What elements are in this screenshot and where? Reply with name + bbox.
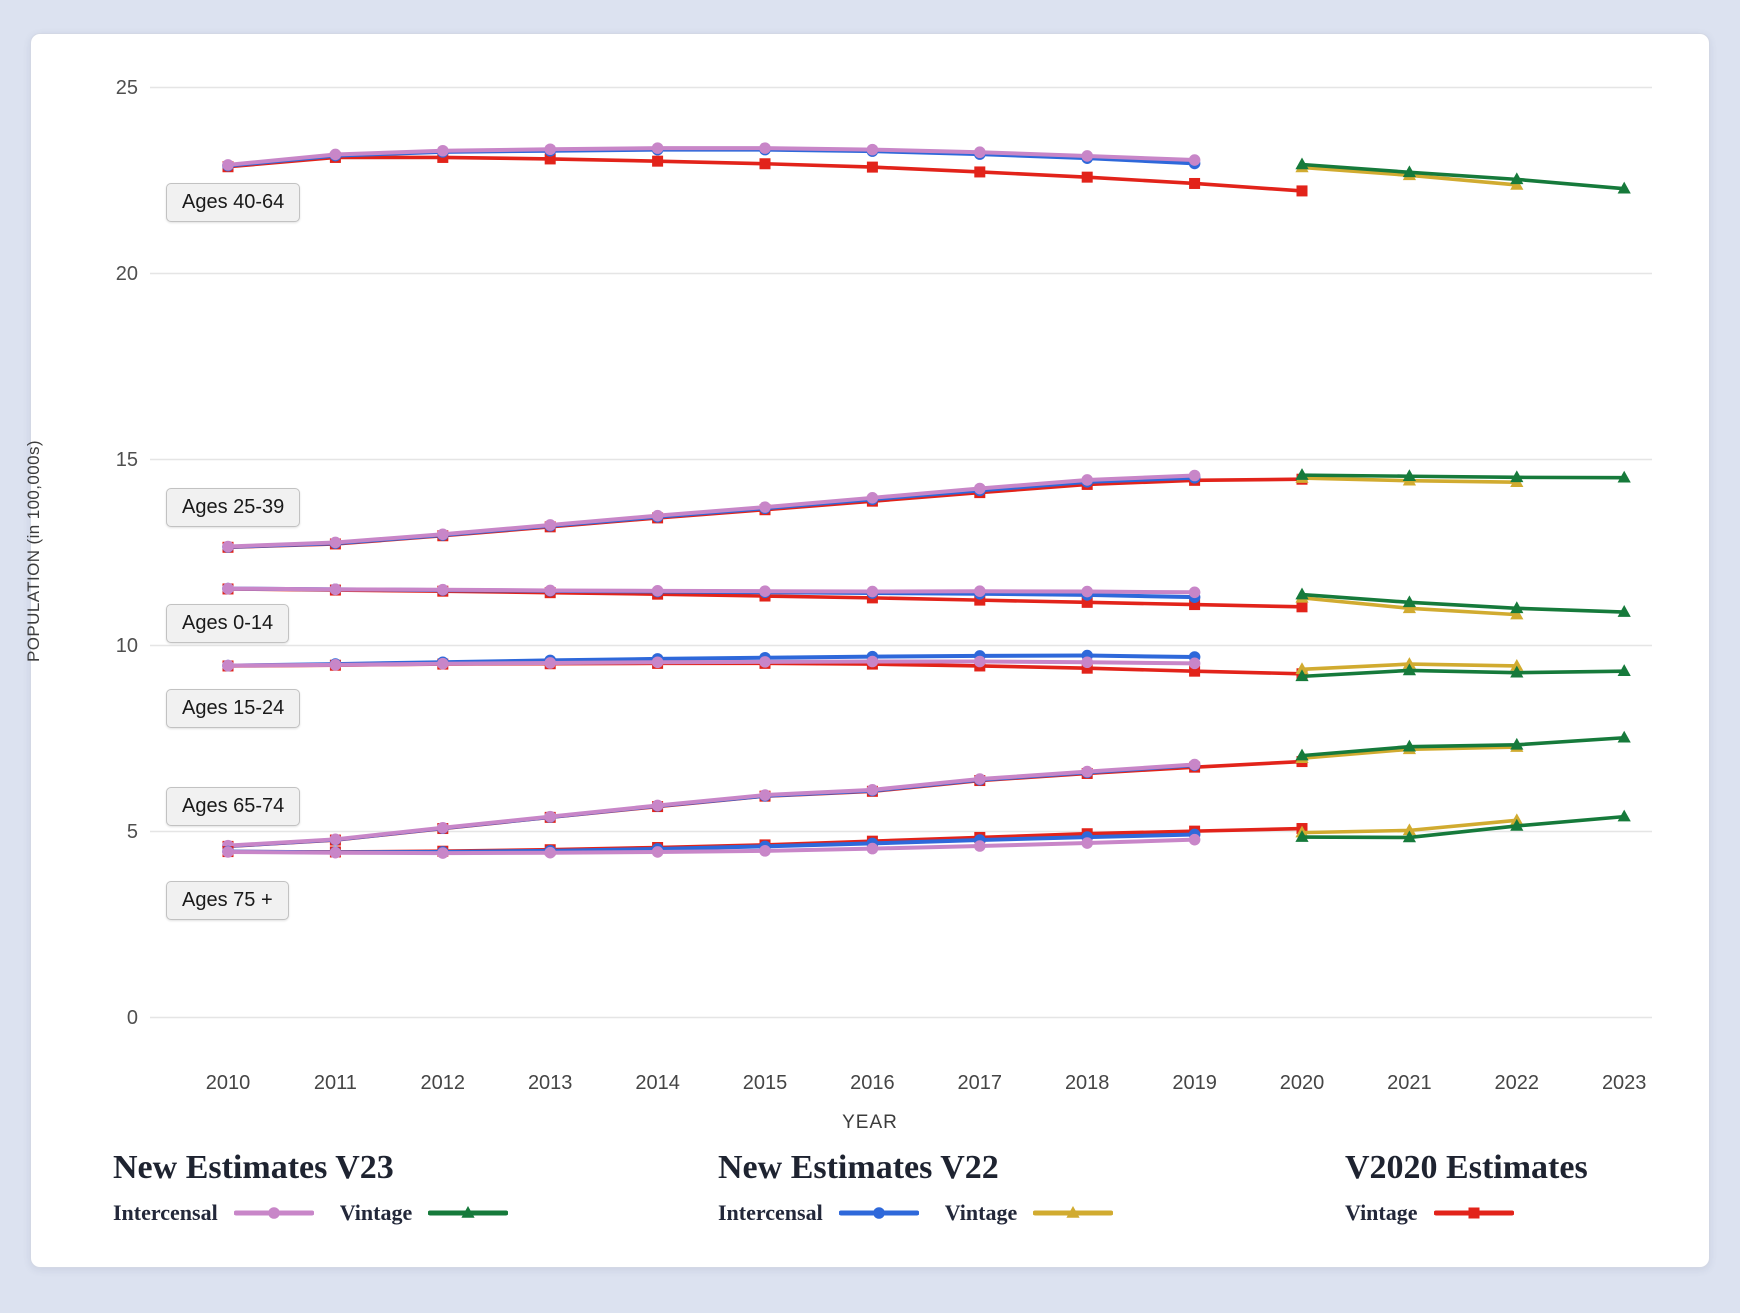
x-tick-label: 2022	[1494, 1072, 1540, 1094]
x-tick-label: 2021	[1387, 1072, 1432, 1094]
legend-item-v23-intercensal[interactable]: Intercensal	[113, 1200, 314, 1226]
x-tick-label: 2017	[957, 1072, 1003, 1094]
y-tick-label: 15	[115, 448, 138, 471]
y-tick-label: 5	[126, 820, 138, 843]
legend-item-v22-vintage[interactable]: Vintage	[945, 1200, 1114, 1226]
y-axis-title: POPULATION (in 100,000s)	[24, 440, 43, 662]
legend-group-v23: New Estimates V23 Intercensal Vintage	[113, 1149, 509, 1226]
x-tick-label: 2010	[205, 1072, 251, 1094]
x-tick-label: 2011	[313, 1072, 357, 1094]
chart-card	[30, 33, 1710, 1268]
legend-group-v2020: V2020 Estimates Vintage	[1345, 1150, 1588, 1226]
x-tick-label: 2013	[527, 1072, 573, 1094]
line-circle-swatch-icon	[233, 1201, 314, 1225]
line-triangle-swatch-icon	[1033, 1201, 1114, 1225]
legend-group-title: V2020 Estimates	[1345, 1149, 1588, 1186]
legend-group-v22: New Estimates V22 Intercensal Vintage	[718, 1149, 1114, 1226]
legend-item-v2020-vintage[interactable]: Vintage	[1345, 1200, 1514, 1226]
line-triangle-swatch-icon	[428, 1201, 509, 1225]
age-group-label-40-64: Ages 40-64	[166, 183, 301, 222]
x-tick-label: 2015	[742, 1072, 788, 1094]
x-tick-label: 2012	[420, 1072, 466, 1094]
y-tick-label: 0	[126, 1006, 138, 1029]
x-tick-label: 2020	[1279, 1072, 1325, 1094]
x-tick-label: 2023	[1601, 1072, 1647, 1094]
legend-item-v23-vintage[interactable]: Vintage	[340, 1200, 509, 1226]
legend: New Estimates V23 Intercensal Vintage Ne…	[0, 1150, 1740, 1260]
line-square-swatch-icon	[1433, 1201, 1514, 1225]
x-tick-label: 2014	[635, 1072, 680, 1094]
y-tick-label: 25	[115, 76, 138, 99]
age-group-label-75plus: Ages 75 +	[166, 881, 289, 920]
x-axis-title: YEAR	[842, 1112, 898, 1133]
age-group-label-25-39: Ages 25-39	[166, 488, 301, 527]
legend-group-title: New Estimates V23	[113, 1149, 394, 1186]
x-tick-label: 2019	[1172, 1072, 1217, 1094]
y-tick-label: 20	[115, 262, 138, 285]
x-tick-label: 2016	[850, 1072, 895, 1094]
line-circle-swatch-icon	[838, 1201, 919, 1225]
y-tick-label: 10	[115, 634, 138, 657]
legend-item-v22-intercensal[interactable]: Intercensal	[718, 1200, 919, 1226]
age-group-label-15-24: Ages 15-24	[166, 689, 301, 728]
age-group-label-0-14: Ages 0-14	[166, 604, 290, 643]
x-tick-label: 2018	[1064, 1072, 1110, 1094]
legend-group-title: New Estimates V22	[718, 1149, 999, 1186]
age-group-label-65-74: Ages 65-74	[166, 787, 301, 826]
